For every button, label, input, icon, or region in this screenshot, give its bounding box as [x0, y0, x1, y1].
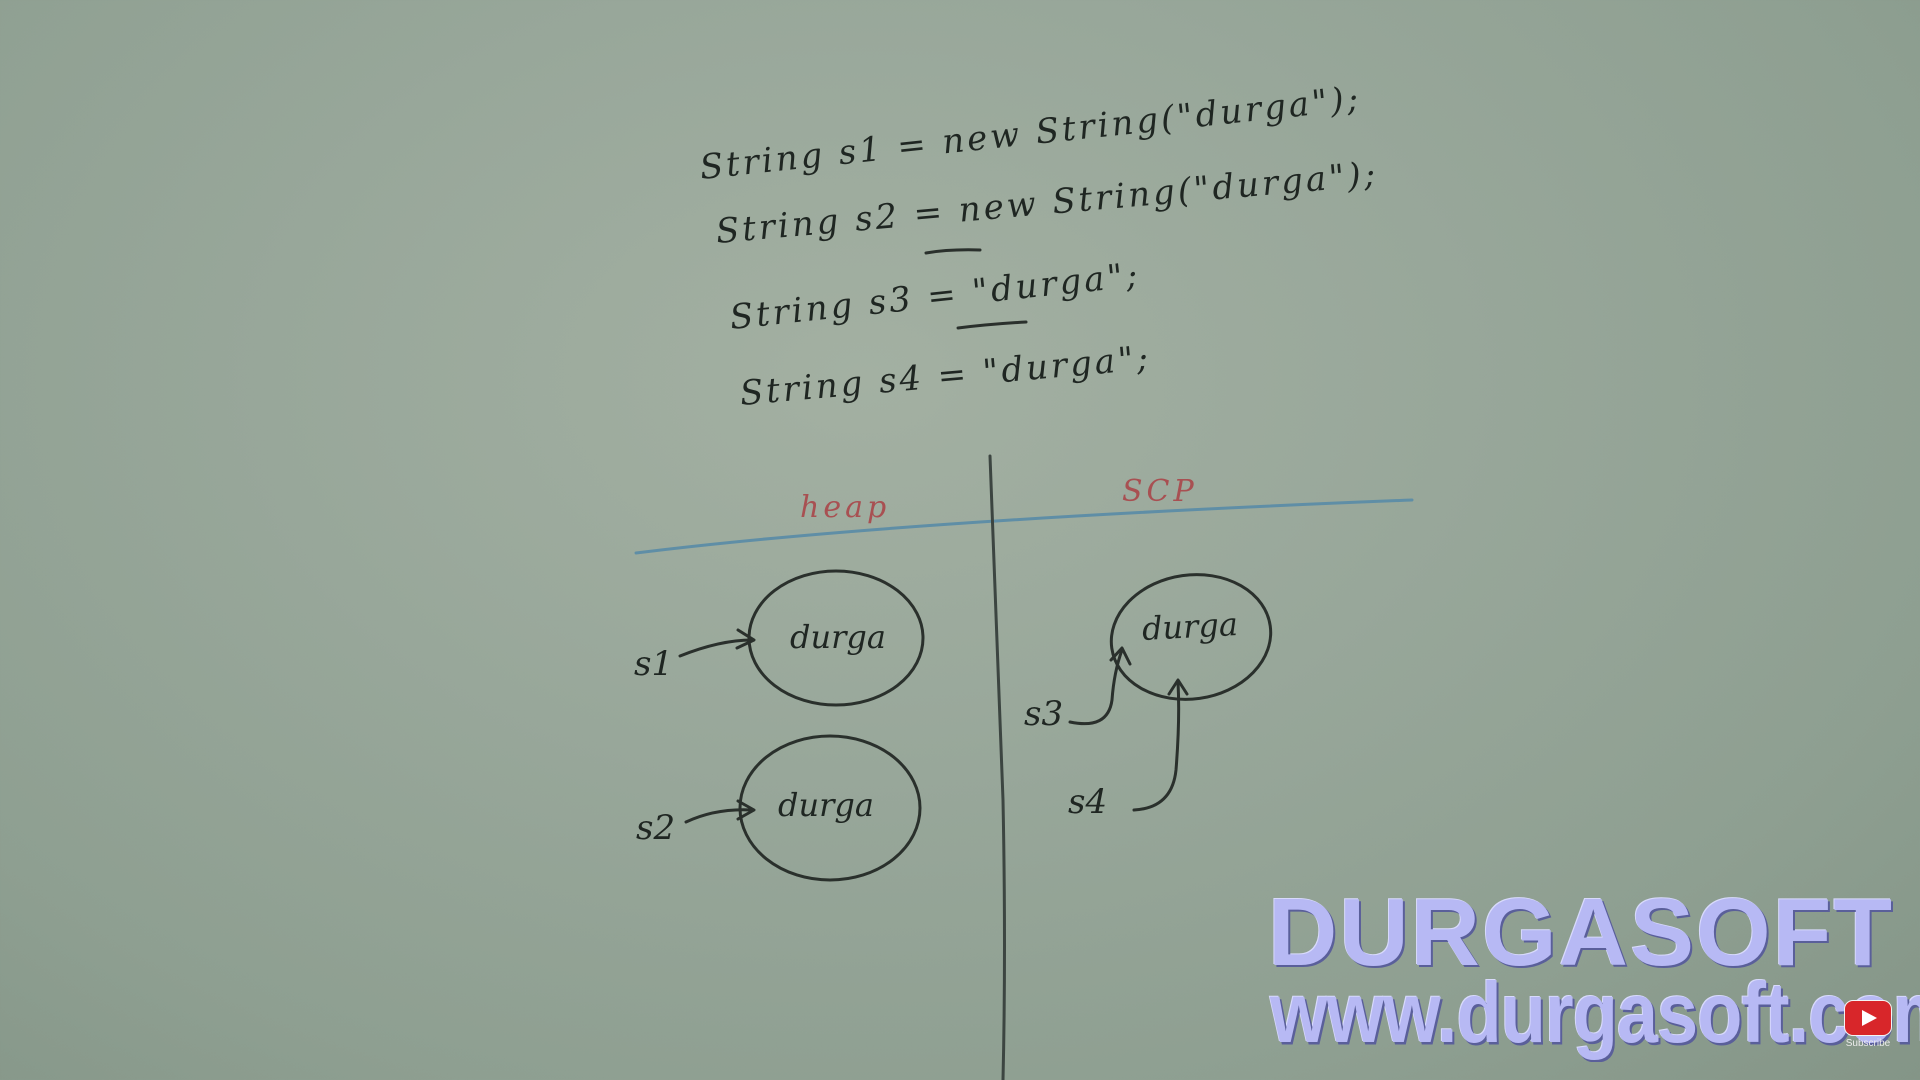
horizontal-divider-line: [634, 498, 1414, 555]
durga-underline: [956, 320, 1028, 330]
s3-arrow: [1068, 648, 1124, 726]
s3-arrowhead: [1109, 646, 1132, 666]
scp-label: SCP: [1122, 474, 1198, 509]
s4-arrow: [1132, 680, 1181, 812]
subscribe-button[interactable]: Subscribe: [1842, 1000, 1894, 1049]
s1-arrowhead: [735, 628, 756, 650]
subscribe-label: Subscribe: [1845, 1038, 1891, 1049]
s2-arrowhead: [736, 799, 756, 821]
vertical-divider-line: [988, 454, 1006, 1080]
ref-s4: s4: [1068, 782, 1108, 822]
s4-arrowhead: [1167, 678, 1189, 696]
youtube-play-icon: [1844, 1000, 1892, 1036]
heap-object-2-label: durga: [778, 786, 874, 824]
s2-arrow: [684, 808, 754, 824]
s1-arrow: [678, 638, 754, 658]
scp-object-circle: [1109, 573, 1273, 701]
ref-s2: s2: [636, 808, 676, 848]
heap-object-2-circle: [738, 734, 922, 882]
watermark-url: www.durgasoft.com: [1270, 965, 1920, 1061]
watermark-brand: DURGASOFT: [1268, 879, 1894, 986]
new-underline: [924, 248, 982, 255]
scp-object-label: durga: [1141, 605, 1239, 648]
ref-s3: s3: [1024, 694, 1064, 734]
ref-s1: s1: [634, 644, 674, 684]
heap-label: heap: [800, 490, 891, 525]
heap-object-1-label: durga: [790, 618, 886, 656]
